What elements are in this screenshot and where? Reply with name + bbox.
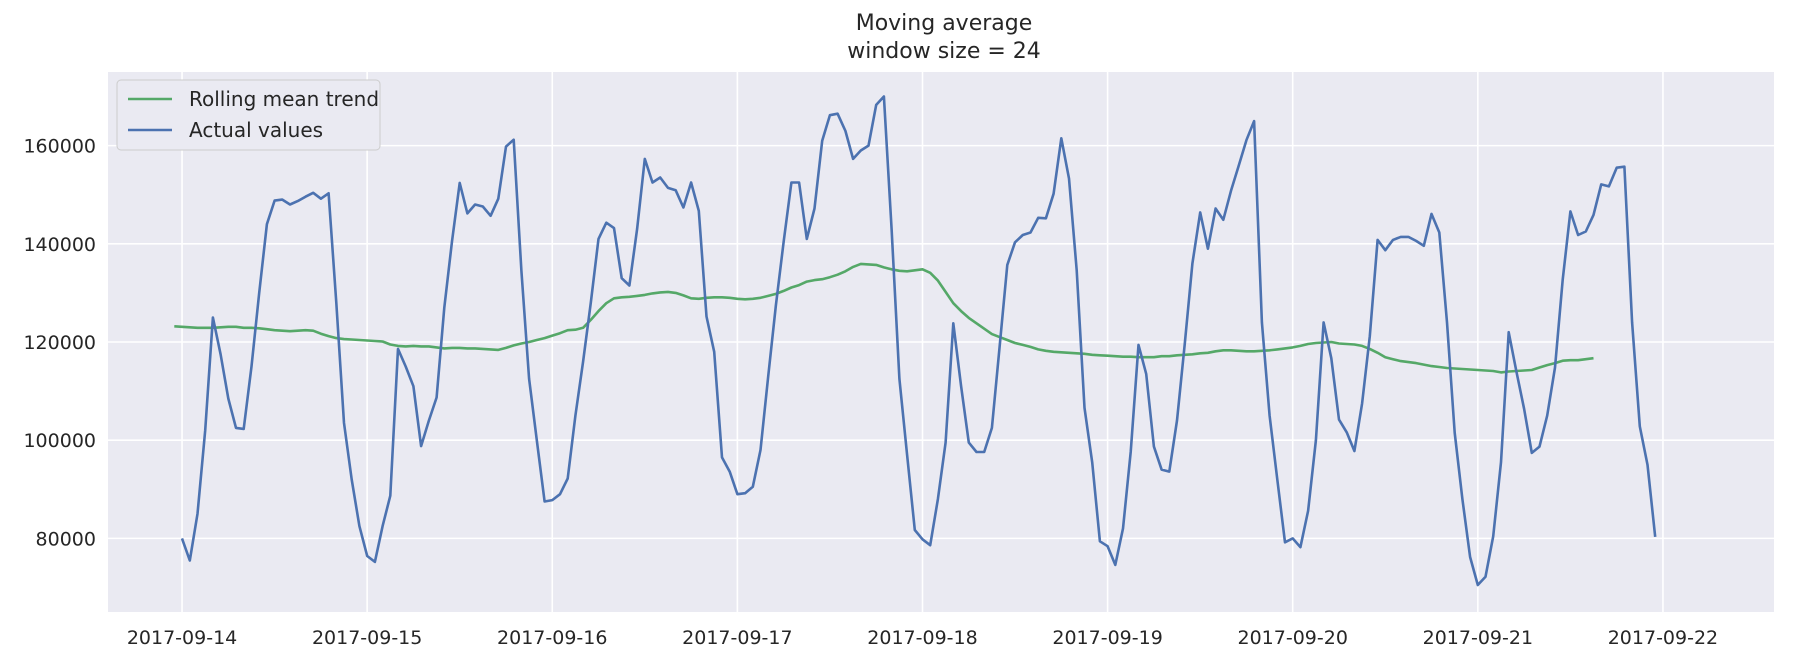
chart-subtitle: window size = 24 [847,39,1041,64]
actual-values-line [180,95,1657,587]
legend-label-rolling-mean: Rolling mean trend [189,87,379,111]
legend: Rolling mean trend Actual values [116,79,381,151]
legend-label-actual-values: Actual values [189,118,323,142]
x-tick-label: 2017-09-18 [867,627,977,649]
x-tick-label: 2017-09-15 [312,627,422,649]
x-tick-label: 2017-09-22 [1608,627,1718,649]
legend-box [116,79,381,151]
y-tick-label: 80000 [36,528,96,550]
y-axis-ticks: 80000 100000 120000 140000 160000 [23,136,96,551]
series-lines [174,95,1657,587]
chart-title: Moving average [856,11,1033,36]
rolling-mean-line [174,262,1594,374]
y-tick-label: 120000 [23,332,96,354]
y-tick-label: 140000 [23,234,96,256]
x-tick-label: 2017-09-17 [682,627,792,649]
x-tick-label: 2017-09-21 [1423,627,1533,649]
x-tick-label: 2017-09-16 [497,627,607,649]
x-tick-label: 2017-09-14 [127,627,237,649]
y-tick-label: 100000 [23,430,96,452]
y-tick-label: 160000 [23,136,96,158]
x-tick-label: 2017-09-20 [1238,627,1348,649]
x-axis-ticks: 2017-09-14 2017-09-15 2017-09-16 2017-09-17… [127,627,1718,649]
x-tick-label: 2017-09-19 [1052,627,1162,649]
